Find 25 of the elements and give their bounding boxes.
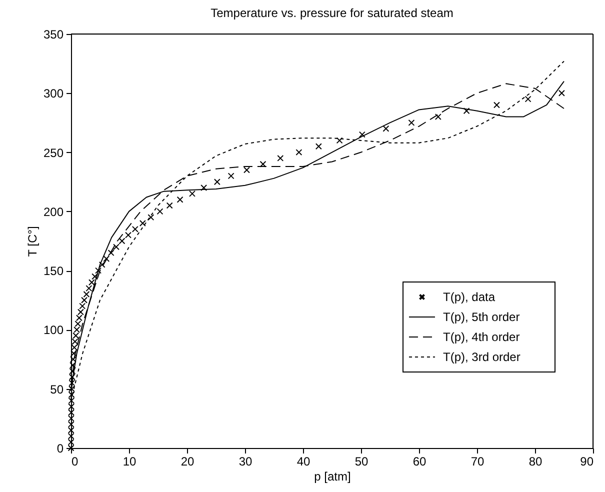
x-axis-title: p [atm] [314, 470, 351, 484]
y-tick-label: 150 [43, 264, 64, 278]
x-tick-label: 90 [580, 454, 594, 468]
y-tick-label: 0 [56, 442, 64, 456]
legend-label: T(p), 5th order [443, 310, 520, 324]
y-axis-title: T [C°] [25, 226, 40, 257]
x-tick-label: 30 [238, 454, 252, 468]
legend-label: T(p), 3rd order [443, 350, 520, 364]
x-tick-label: 0 [72, 454, 78, 468]
y-tick-label: 200 [43, 204, 64, 219]
legend-label: T(p), data [443, 290, 496, 304]
x-tick-label: 10 [122, 454, 136, 468]
y-tick-label: 350 [43, 28, 64, 42]
x-tick-label: 50 [354, 454, 368, 468]
y-tick-label: 300 [43, 86, 64, 101]
y-tick-label: 50 [50, 382, 64, 396]
y-tick-label: 100 [43, 323, 64, 338]
x-tick-label: 40 [296, 454, 310, 468]
x-tick-label: 60 [412, 454, 426, 468]
y-tick-label: 250 [43, 146, 64, 160]
x-tick-label: 20 [180, 454, 194, 468]
x-tick-label: 80 [528, 454, 542, 468]
legend-label: T(p), 4th order [443, 330, 520, 344]
chart-title: Temperature vs. pressure for saturated steam [210, 6, 454, 20]
x-tick-label: 70 [470, 454, 484, 468]
